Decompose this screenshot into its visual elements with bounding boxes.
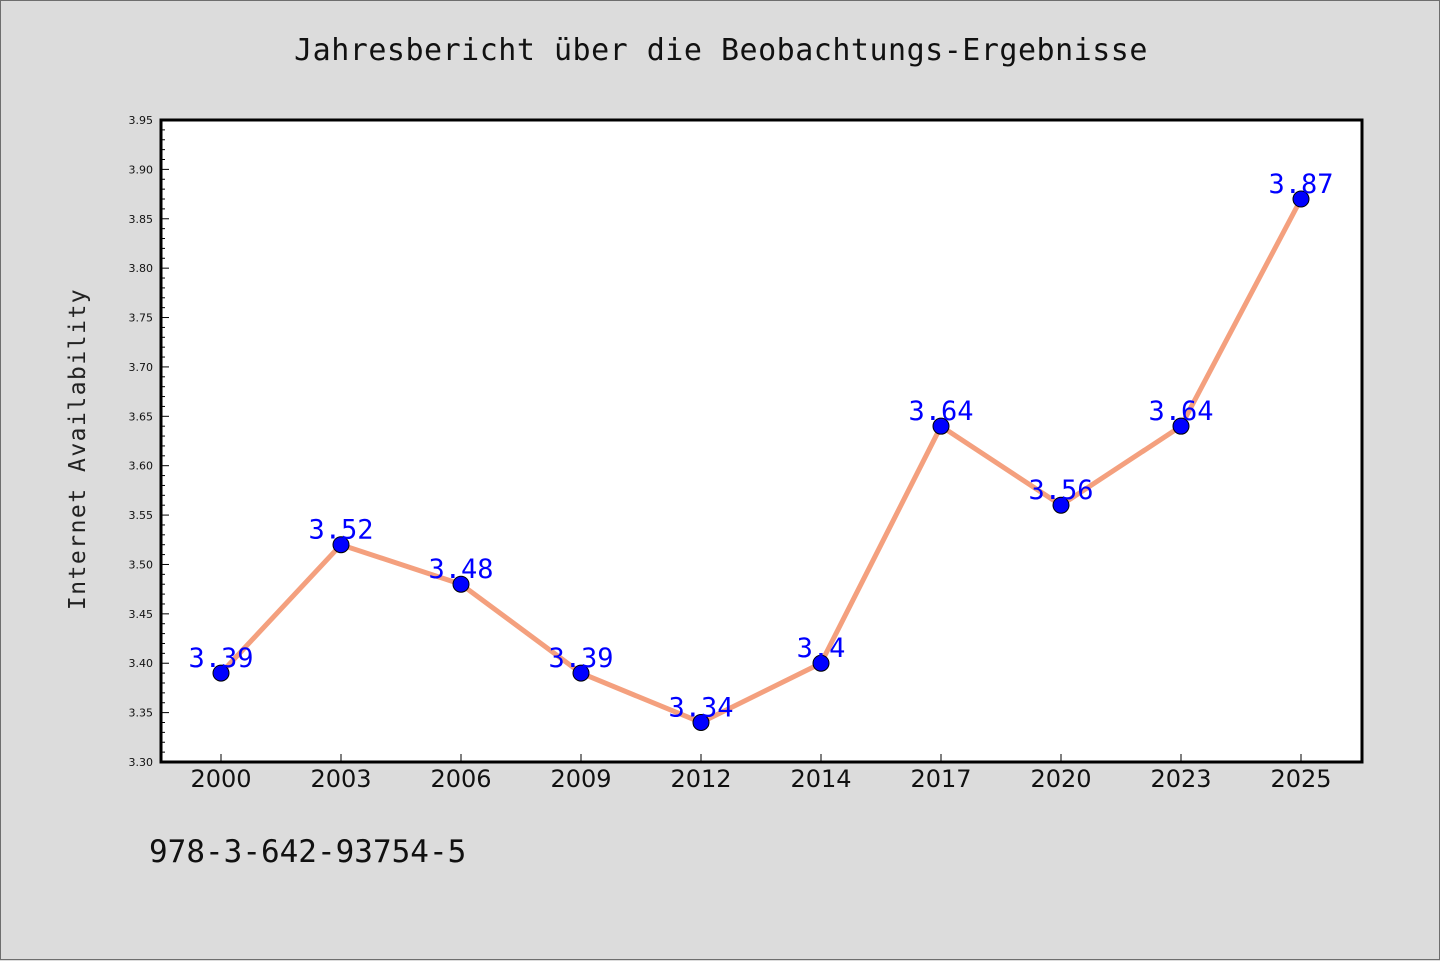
x-tick-label: 2014 xyxy=(790,765,851,793)
data-label: 3.39 xyxy=(548,643,613,674)
chart-title: Jahresbericht über die Beobachtungs-Erge… xyxy=(294,33,1148,68)
data-label: 3.64 xyxy=(908,396,973,427)
y-tick-label: 3.85 xyxy=(129,213,154,226)
y-tick-label: 3.55 xyxy=(129,509,154,522)
y-tick-label: 3.45 xyxy=(129,608,154,621)
data-point xyxy=(692,713,710,731)
data-point xyxy=(932,417,950,435)
series-line xyxy=(218,196,1304,725)
x-tick-label: 2023 xyxy=(1150,765,1211,793)
y-tick-label: 3.75 xyxy=(129,312,154,325)
data-label: 3.39 xyxy=(188,643,253,674)
x-tick-label: 2009 xyxy=(550,765,611,793)
y-tick-label: 3.60 xyxy=(129,460,154,473)
y-tick-label: 3.40 xyxy=(129,657,154,670)
data-label: 3.64 xyxy=(1148,396,1213,427)
data-label: 3.87 xyxy=(1268,169,1333,200)
x-tick-label: 2000 xyxy=(190,765,251,793)
data-point xyxy=(812,654,830,672)
data-point xyxy=(212,664,230,682)
data-label: 3.48 xyxy=(428,554,493,585)
y-tick-label: 3.80 xyxy=(129,262,154,275)
x-tick-label: 2012 xyxy=(670,765,731,793)
data-point xyxy=(1172,417,1190,435)
y-tick-label: 3.90 xyxy=(129,163,154,176)
x-tick-label: 2003 xyxy=(310,765,371,793)
y-tick-label: 3.70 xyxy=(129,361,154,374)
y-tick-label: 3.30 xyxy=(129,756,154,769)
y-tick-label: 3.95 xyxy=(129,114,154,127)
x-tick-label: 2025 xyxy=(1270,765,1331,793)
data-label: 3.52 xyxy=(308,515,373,546)
footer-code: 978-3-642-93754-5 xyxy=(149,834,467,870)
data-label: 3.56 xyxy=(1028,475,1093,506)
data-label: 3.34 xyxy=(668,692,733,723)
data-label: 3.4 xyxy=(797,633,846,664)
data-point xyxy=(572,664,590,682)
data-point xyxy=(1292,190,1310,208)
x-tick-label: 2006 xyxy=(430,765,491,793)
y-tick-label: 3.35 xyxy=(129,707,154,720)
data-point xyxy=(332,536,350,554)
y-tick-label: 3.50 xyxy=(129,558,154,571)
x-tick-label: 2020 xyxy=(1030,765,1091,793)
x-tick-label: 2017 xyxy=(910,765,971,793)
y-tick-label: 3.65 xyxy=(129,410,154,423)
data-point xyxy=(1052,496,1070,514)
plot-area xyxy=(159,118,1364,764)
data-point xyxy=(452,575,470,593)
